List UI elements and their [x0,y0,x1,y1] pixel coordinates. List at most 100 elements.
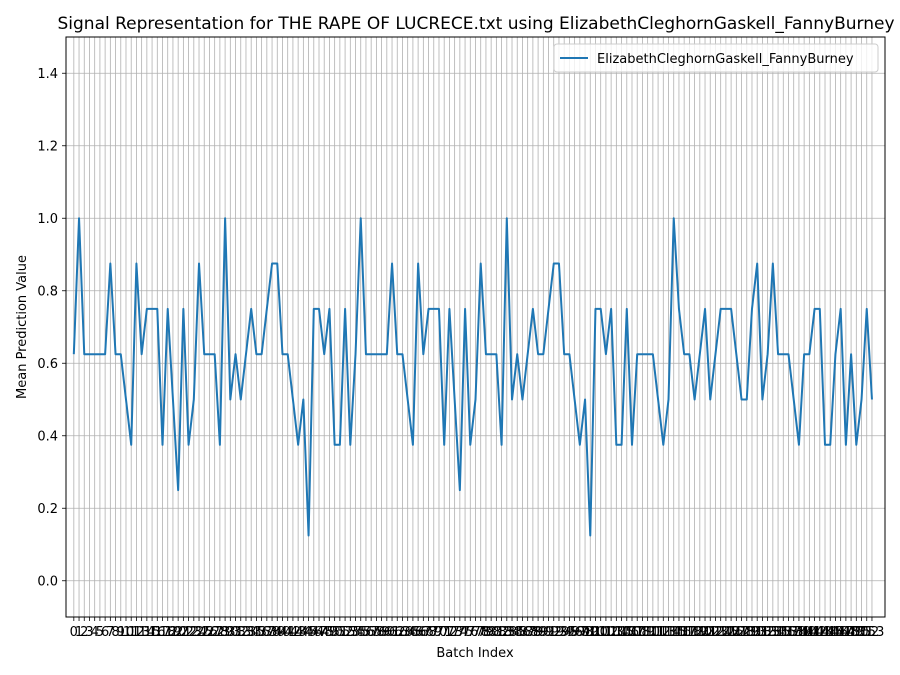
x-tick-label: 32 [232,625,249,640]
x-tick-label: 23 [186,625,203,640]
x-tick-label: 22 [180,625,197,640]
x-tick-label: 144 [813,625,838,640]
x-tick-label: 84 [504,625,521,640]
x-tick-label: 44 [295,625,312,640]
x-tick-label: 110 [635,625,660,640]
x-tick-label: 52 [337,625,354,640]
x-tick-label: 103 [599,625,624,640]
x-tick-label: 12 [128,625,145,640]
x-tick-label: 85 [509,625,526,640]
x-gridlines [73,37,873,617]
x-tick-label: 41 [279,625,296,640]
x-tick-label: 47 [311,625,328,640]
x-tick-label: 134 [760,625,785,640]
x-tick-label: 150 [844,625,869,640]
x-tick-label: 0 [70,625,78,640]
legend-label: ElizabethCleghornGaskell_FannyBurney [597,52,854,67]
x-tick-label: 45 [300,625,317,640]
x-tick-label: 17 [154,625,171,640]
x-tick-label: 10 [118,625,135,640]
x-tick-label: 145 [818,625,843,640]
x-tick-label: 131 [745,625,770,640]
x-tick-label: 48 [316,625,333,640]
x-tick-label: 142 [802,625,827,640]
x-tick-label: 95 [561,625,578,640]
y-tick-label: 0.2 [37,502,58,517]
x-tick-label: 78 [472,625,489,640]
x-tick-label: 66 [410,625,427,640]
x-tick-label: 16 [149,625,166,640]
x-tick-label: 99 [582,625,599,640]
x-tick-label: 54 [347,625,364,640]
x-tick-label: 148 [833,625,858,640]
x-tick-label: 108 [625,625,650,640]
x-ticks: 0123456789101112131415161718192021222324… [70,617,884,640]
x-tick-label: 58 [368,625,385,640]
x-tick-label: 109 [630,625,655,640]
x-tick-label: 119 [682,625,707,640]
x-tick-label: 65 [405,625,422,640]
x-tick-label: 79 [478,625,495,640]
x-tick-label: 115 [661,625,686,640]
x-tick-label: 114 [656,625,681,640]
x-tick-label: 152 [854,625,879,640]
x-tick-label: 20 [170,625,187,640]
x-tick-label: 71 [436,625,453,640]
x-tick-label: 87 [519,625,536,640]
x-tick-label: 130 [740,625,765,640]
y-tick-label: 1.2 [37,139,58,154]
x-tick-label: 133 [755,625,780,640]
x-tick-label: 60 [379,625,396,640]
x-tick-label: 73 [446,625,463,640]
x-tick-label: 83 [499,625,516,640]
x-tick-label: 147 [828,625,853,640]
legend: ElizabethCleghornGaskell_FannyBurney [553,43,879,73]
x-tick-label: 31 [227,625,244,640]
y-axis-label: Mean Prediction Value [15,255,30,399]
x-tick-label: 127 [724,625,749,640]
x-tick-label: 88 [525,625,542,640]
x-tick-label: 53 [342,625,359,640]
x-tick-label: 138 [781,625,806,640]
x-tick-label: 126 [719,625,744,640]
x-tick-label: 146 [823,625,848,640]
x-tick-label: 39 [269,625,286,640]
x-tick-label: 9 [117,625,125,640]
x-tick-label: 136 [771,625,796,640]
x-tick-label: 69 [425,625,442,640]
x-tick-label: 38 [264,625,281,640]
x-tick-label: 18 [159,625,176,640]
chart-title: Signal Representation for THE RAPE OF LU… [57,14,894,34]
x-tick-label: 140 [792,625,817,640]
x-tick-label: 112 [646,625,671,640]
x-tick-label: 55 [352,625,369,640]
x-tick-label: 94 [556,625,573,640]
x-tick-label: 91 [540,625,557,640]
x-tick-label: 135 [766,625,791,640]
x-tick-label: 1 [75,625,83,640]
x-tick-label: 43 [290,625,307,640]
x-tick-label: 24 [191,625,208,640]
x-tick-label: 125 [713,625,738,640]
x-tick-label: 120 [687,625,712,640]
x-tick-label: 59 [373,625,390,640]
x-tick-label: 15 [144,625,161,640]
x-tick-label: 123 [703,625,728,640]
x-tick-label: 151 [849,625,874,640]
x-tick-label: 68 [420,625,437,640]
x-tick-label: 14 [139,625,156,640]
x-tick-label: 97 [572,625,589,640]
x-tick-label: 76 [462,625,479,640]
y-ticks: 0.0 0.2 0.4 0.6 0.8 1.0 1.2 1.4 [37,67,66,589]
x-tick-label: 89 [530,625,547,640]
x-tick-label: 102 [593,625,618,640]
x-tick-label: 33 [238,625,255,640]
x-tick-label: 124 [708,625,733,640]
x-tick-label: 92 [545,625,562,640]
x-tick-label: 64 [399,625,416,640]
x-tick-label: 128 [729,625,754,640]
x-tick-label: 143 [807,625,832,640]
x-axis-label: Batch Index [436,646,514,661]
x-tick-label: 132 [750,625,775,640]
